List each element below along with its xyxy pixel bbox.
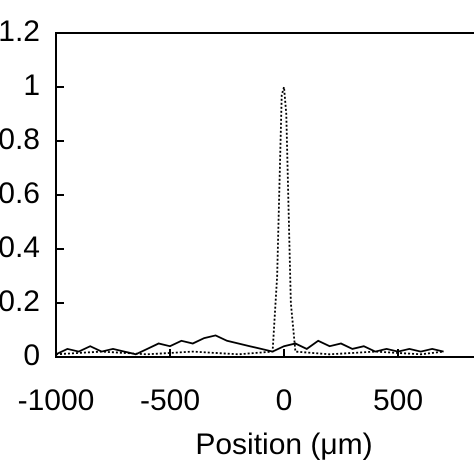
- x-tick-label: 500: [373, 384, 423, 417]
- y-tick-label: 0.4: [0, 231, 40, 264]
- y-tick-label: 0.8: [0, 123, 40, 156]
- x-tick-label: 0: [276, 384, 293, 417]
- y-tick-label: 0: [23, 339, 40, 372]
- y-tick-label: 1.2: [0, 15, 40, 48]
- line-series: [55, 86, 444, 356]
- x-tick-label: -1000: [18, 384, 95, 417]
- y-tick-label: 0.6: [0, 177, 40, 210]
- x-axis-label: Position (μm): [195, 428, 372, 461]
- y-tick-label: 1: [23, 69, 40, 102]
- x-tick-label: -500: [140, 384, 200, 417]
- plot-frame: [55, 32, 474, 358]
- y-tick-label: 0.2: [0, 285, 40, 318]
- line-series: [55, 334, 444, 356]
